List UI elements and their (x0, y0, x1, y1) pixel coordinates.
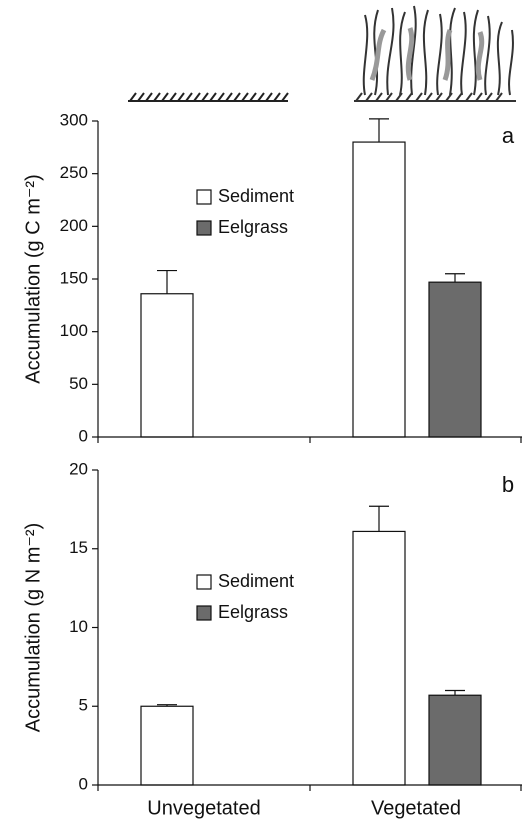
y-tick-label: 50 (69, 374, 88, 393)
y-tick-label: 100 (60, 321, 88, 340)
bar (352, 530, 406, 786)
y-tick-label: 5 (79, 696, 88, 715)
y-tick-label: 15 (69, 538, 88, 557)
legend-label: Sediment (218, 571, 294, 591)
y-axis-label: Accumulation (g C m⁻²) (22, 174, 44, 384)
panel-label: a (502, 123, 515, 148)
bar (140, 705, 194, 786)
legend-label: Sediment (218, 186, 294, 206)
illustration-ground (128, 92, 289, 102)
y-tick-label: 0 (79, 426, 88, 445)
legend-swatch (196, 220, 212, 236)
panel-label: b (502, 472, 514, 497)
bar (352, 141, 406, 438)
y-tick-label: 150 (60, 268, 88, 287)
legend-swatch (196, 189, 212, 205)
y-tick-label: 0 (79, 774, 88, 793)
legend-label: Eelgrass (218, 602, 288, 622)
bar (428, 281, 482, 438)
y-tick-label: 250 (60, 163, 88, 182)
legend-swatch (196, 605, 212, 621)
legend-swatch (196, 574, 212, 590)
y-tick-label: 10 (69, 617, 88, 636)
y-tick-label: 20 (69, 459, 88, 478)
illustration-eelgrass (354, 5, 516, 102)
x-tick-label: Unvegetated (147, 797, 260, 819)
y-tick-label: 300 (60, 110, 88, 129)
x-tick-label: Vegetated (371, 797, 461, 819)
bar (140, 293, 194, 438)
y-axis-label: Accumulation (g N m⁻²) (22, 523, 44, 733)
bar (428, 694, 482, 786)
y-tick-label: 200 (60, 216, 88, 235)
legend-label: Eelgrass (218, 217, 288, 237)
